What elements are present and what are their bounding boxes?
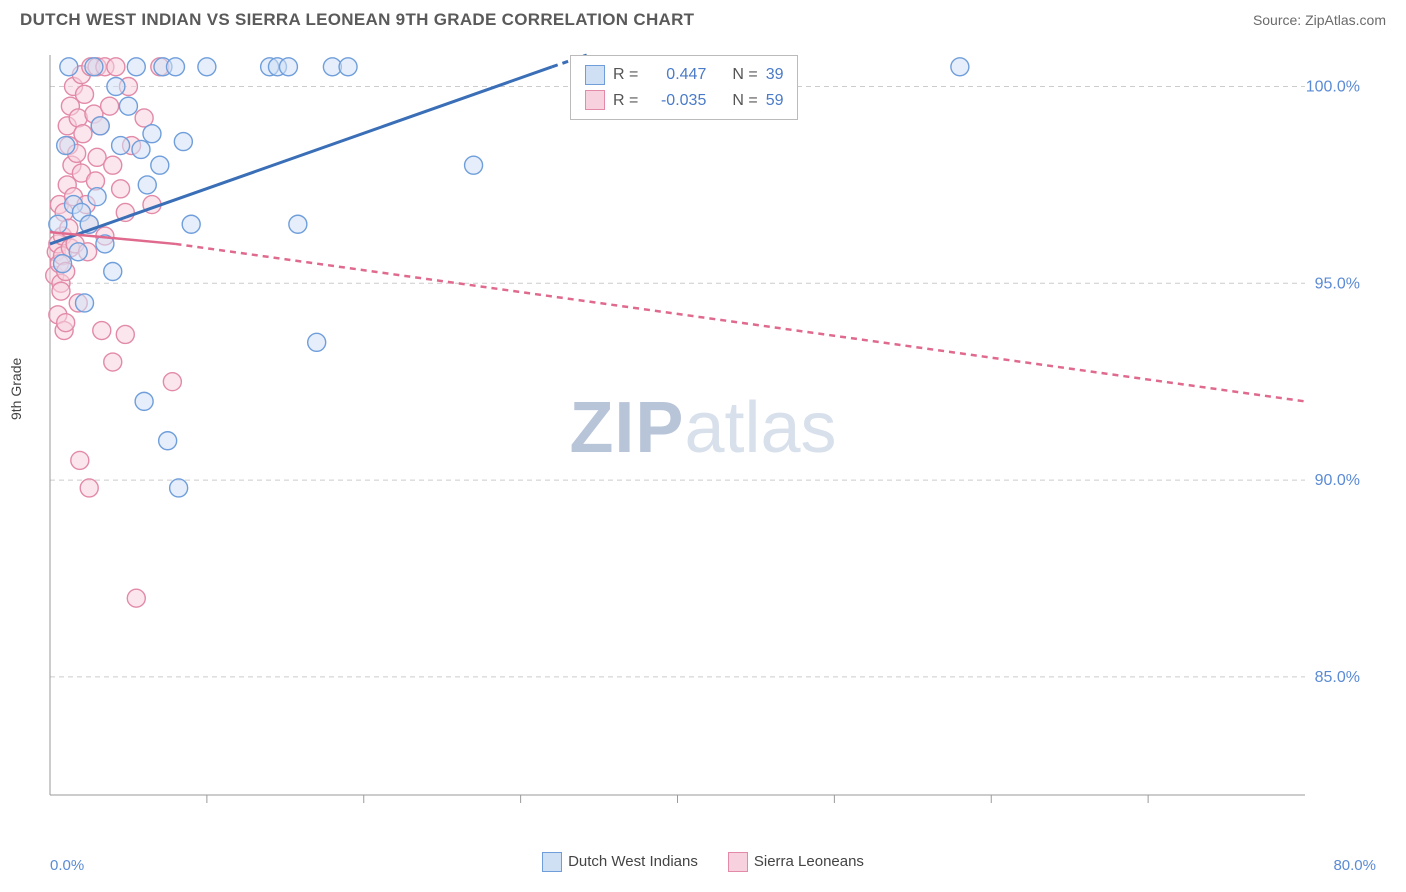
stats-n-label: N =: [732, 88, 757, 114]
legend-label: Dutch West Indians: [568, 853, 698, 870]
legend-swatch: [542, 852, 562, 872]
chart-area: 85.0% 90.0% 95.0% 100.0%: [45, 50, 1385, 820]
chart-title: DUTCH WEST INDIAN VS SIERRA LEONEAN 9TH …: [20, 10, 694, 30]
source-attribution: Source: ZipAtlas.com: [1253, 12, 1386, 28]
legend-swatch: [728, 852, 748, 872]
svg-text:90.0%: 90.0%: [1315, 472, 1360, 489]
legend-bottom: Dutch West Indians Sierra Leoneans: [0, 852, 1406, 872]
correlation-stats-box: R = 0.447 N = 39 R = -0.035 N = 59: [570, 55, 798, 120]
legend-item: Sierra Leoneans: [728, 852, 864, 872]
stats-r-value: -0.035: [646, 88, 706, 114]
stats-row-dutch: R = 0.447 N = 39: [585, 62, 783, 88]
svg-text:100.0%: 100.0%: [1306, 78, 1360, 95]
stats-r-label: R =: [613, 62, 638, 88]
stats-row-sierra: R = -0.035 N = 59: [585, 88, 783, 114]
stats-r-label: R =: [613, 88, 638, 114]
legend-item: Dutch West Indians: [542, 852, 698, 872]
svg-text:95.0%: 95.0%: [1315, 275, 1360, 292]
svg-text:85.0%: 85.0%: [1315, 669, 1360, 686]
legend-label: Sierra Leoneans: [754, 853, 864, 870]
stats-n-label: N =: [732, 62, 757, 88]
stats-swatch-dutch: [585, 65, 605, 85]
y-axis-label: 9th Grade: [8, 358, 24, 420]
stats-swatch-sierra: [585, 90, 605, 110]
stats-n-value: 59: [766, 88, 784, 114]
stats-n-value: 39: [766, 62, 784, 88]
scatter-chart-svg: 85.0% 90.0% 95.0% 100.0%: [45, 50, 1385, 820]
stats-r-value: 0.447: [646, 62, 706, 88]
